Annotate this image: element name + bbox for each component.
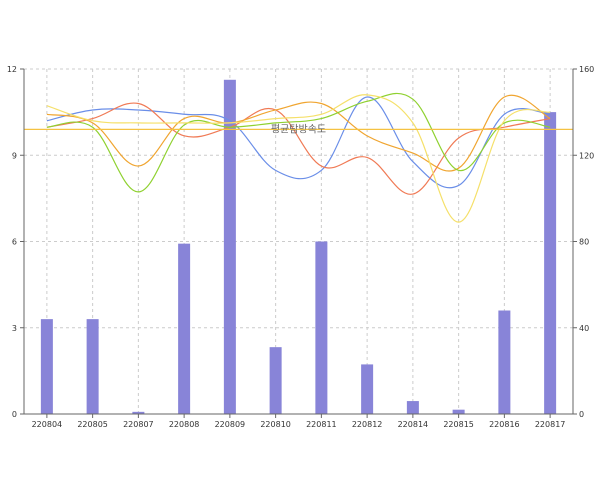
bar-220815 — [452, 409, 465, 414]
line-series-2 — [46, 102, 551, 195]
x-tick-label: 220811 — [306, 420, 337, 429]
y-right-tick-label: 120 — [579, 151, 594, 160]
bar-220810 — [269, 347, 282, 414]
x-tick-label: 220814 — [398, 420, 429, 429]
y-right-tick-label: 0 — [579, 410, 584, 419]
y-axis-right: 0 40 80 120 160 — [573, 65, 594, 419]
bar-220816 — [498, 310, 511, 414]
reference-line-label: 평균탐방속도 — [271, 123, 326, 135]
x-tick-label: 220810 — [260, 420, 291, 429]
line-series-4 — [46, 92, 551, 193]
line-series — [46, 92, 551, 223]
bar-220805 — [86, 319, 99, 414]
x-tick-label: 220809 — [215, 420, 246, 429]
y-left-tick-label: 3 — [12, 324, 17, 333]
y-left-tick-label: 6 — [12, 238, 17, 247]
bar-220814 — [406, 401, 419, 414]
bar-series — [40, 79, 557, 414]
x-tick-label: 220817 — [535, 420, 566, 429]
x-tick-label: 220815 — [443, 420, 474, 429]
y-left-tick-label: 9 — [12, 151, 17, 160]
x-tick-label: 220807 — [123, 420, 154, 429]
x-axis: 220804 220805 220807 220808 220809 220810 2208… — [32, 414, 566, 429]
reference-line: 평균탐방속도 — [24, 123, 573, 135]
line-series-1 — [46, 96, 551, 189]
bar-220804 — [40, 319, 53, 414]
y-right-tick-label: 160 — [579, 65, 594, 74]
bar-220811 — [315, 241, 328, 414]
bar-220808 — [178, 243, 191, 414]
y-axis-left: 0 3 6 9 12 — [7, 65, 24, 419]
bar-220807 — [132, 411, 145, 414]
grid — [24, 68, 573, 414]
y-left-tick-label: 0 — [12, 410, 17, 419]
y-right-tick-label: 80 — [579, 238, 589, 247]
bar-220817 — [544, 112, 557, 414]
line-series-5 — [46, 94, 551, 223]
x-tick-label: 220808 — [169, 420, 200, 429]
axes — [23, 69, 574, 415]
x-tick-label: 220804 — [32, 420, 63, 429]
y-left-tick-label: 12 — [7, 65, 17, 74]
x-tick-label: 220812 — [352, 420, 383, 429]
y-right-tick-label: 40 — [579, 324, 589, 333]
x-tick-label: 220805 — [77, 420, 108, 429]
bar-220809 — [223, 79, 236, 414]
x-tick-label: 220816 — [489, 420, 520, 429]
line-series-3 — [46, 94, 551, 172]
bar-220812 — [361, 364, 374, 414]
